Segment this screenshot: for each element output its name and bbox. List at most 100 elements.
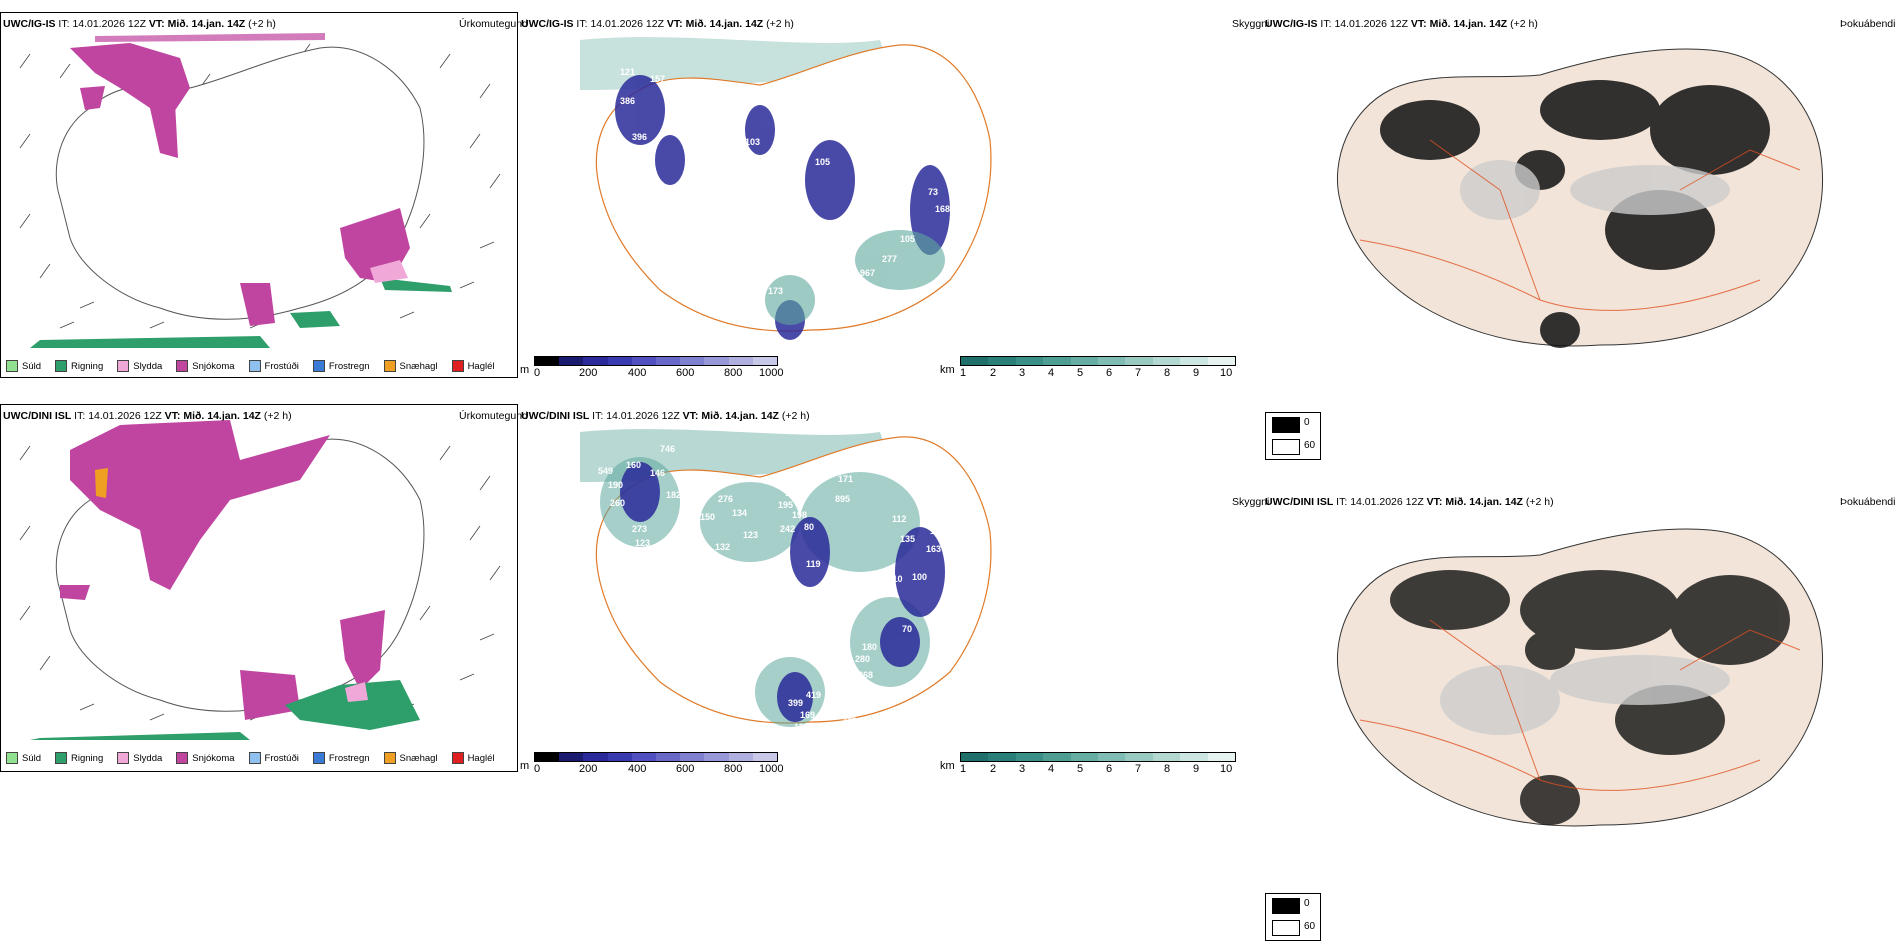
vis-value: 277: [882, 254, 897, 264]
roads: [1359, 139, 1801, 311]
fog-key-top: 0 60: [1265, 412, 1321, 460]
vis-value: 150: [700, 512, 715, 522]
visibility-header-top: UWC/IG-IS IT: 14.01.2026 12Z VT: Mið. 14…: [521, 18, 794, 30]
visibility-km-colorbar-top: km 1 2 3 4 5 6 7 8 9 10: [940, 356, 1236, 380]
fog-header-bottom: UWC/DINI ISL IT: 14.01.2026 12Z VT: Mið.…: [1265, 496, 1554, 508]
legend-swatch: [117, 360, 130, 372]
vis-value: 260: [610, 498, 625, 508]
vis-value: 182: [666, 490, 681, 500]
wind-barbs: [19, 43, 501, 329]
vis-value: 102: [648, 182, 663, 192]
m-colorbar-cells: [534, 356, 778, 366]
km-colorbar-cells: [960, 752, 1236, 762]
vis-value: 168: [668, 98, 683, 108]
vis-value: 746: [660, 444, 675, 454]
vt-value: Mið. 14.jan. 14Z: [167, 18, 246, 30]
low-visibility-areas: [620, 462, 945, 722]
vis-value: 100: [912, 572, 927, 582]
m-unit: m: [520, 364, 530, 376]
vis-value: 109: [785, 488, 800, 498]
visibility-title: Skyggni: [1232, 18, 1270, 30]
vis-value: 105: [815, 157, 830, 167]
vis-value: 103: [745, 137, 760, 147]
fog-title: Þokuábendi: [1840, 18, 1896, 30]
km-unit: km: [940, 364, 955, 376]
m-ticks: 0 200 400 600 800 1000: [534, 763, 784, 775]
legend-item: Frostregn: [312, 752, 370, 764]
it-label: IT:: [58, 18, 70, 30]
vis-value: 190: [608, 480, 623, 490]
vis-value: 115: [730, 117, 745, 127]
vis-value: 146: [650, 468, 665, 478]
vis-value: 230: [822, 624, 837, 634]
vis-value: 242: [780, 524, 795, 534]
rain-areas: [30, 680, 420, 740]
vis-value: 109: [774, 596, 789, 606]
legend-swatch: [383, 752, 396, 764]
visibility-title: Skyggni: [1232, 496, 1270, 508]
snow-areas: [60, 420, 385, 720]
model-name: UWC/IG-IS: [3, 18, 56, 30]
fog-key-white: [1272, 920, 1300, 936]
vis-value: 74: [845, 274, 855, 284]
vis-value: 195: [778, 500, 793, 510]
legend-swatch: [176, 360, 189, 372]
legend-swatch: [248, 752, 261, 764]
fog-map-bottom: [1336, 528, 1823, 827]
vis-value: 191: [825, 638, 840, 648]
vis-value: 895: [835, 494, 850, 504]
vt-label: VT:: [148, 18, 165, 30]
precip-map-top: [19, 33, 501, 348]
vis-value: 419: [806, 690, 821, 700]
visibility-map-top: 121 157 159 386 168 396 118 102 220 115 …: [580, 37, 992, 340]
legend-swatch: [248, 360, 261, 372]
legend-swatch: [6, 752, 18, 764]
vis-value: 108: [930, 526, 945, 536]
snow-pellet-area: [95, 468, 108, 498]
vis-value: 86: [905, 170, 915, 180]
vis-value: 134: [732, 508, 747, 518]
legend-item: Snjókoma: [176, 752, 235, 764]
legend-swatch: [383, 360, 396, 372]
it-value: 14.01.2026 12Z: [72, 18, 146, 30]
legend-swatch: [312, 360, 325, 372]
m-unit: m: [520, 760, 530, 772]
legend-swatch: [6, 360, 18, 372]
precip-type-title: Úrkomutegund: [459, 18, 528, 30]
legend-item: Súld: [6, 752, 41, 764]
legend-item: Frostúði: [248, 360, 299, 372]
vis-value: 173: [768, 286, 783, 296]
fog-key-black: [1272, 898, 1300, 914]
vis-value: 118: [770, 180, 785, 190]
vis-value: 160: [626, 460, 641, 470]
legend-item: Snjókoma: [176, 360, 235, 372]
fog-key-white: [1272, 439, 1300, 455]
km-colorbar-cells: [960, 356, 1236, 366]
vis-value: 220: [720, 100, 735, 110]
legend-item: Snæhagl: [383, 752, 438, 764]
rain-areas: [30, 278, 452, 348]
vis-value: 171: [838, 474, 853, 484]
legend-item: Súld: [6, 360, 41, 372]
precip-type-title: Úrkomutegund: [459, 410, 528, 422]
vis-value: 119: [806, 559, 821, 569]
visibility-m-colorbar-top: m 0 200 400 600 800 1000: [520, 356, 783, 380]
vis-value: 967: [860, 268, 875, 278]
vis-value: 110: [794, 722, 809, 732]
legend-item: Frostúði: [248, 752, 299, 764]
vis-value: 157: [650, 74, 665, 84]
vis-value: 396: [632, 132, 647, 142]
precip-legend-bottom: Súld Rigning Slydda Snjókoma Frostúði Fr…: [6, 752, 509, 764]
km-unit: km: [940, 760, 955, 772]
panel-header-top: UWC/IG-IS IT: 14.01.2026 12Z VT: Mið. 14…: [3, 18, 276, 30]
legend-swatch: [451, 752, 464, 764]
reduced-visibility-areas: [765, 230, 945, 325]
legend-swatch: [176, 752, 189, 764]
legend-item: Haglél: [451, 360, 495, 372]
km-ticks: 1 2 3 4 5 6 7 8 9 10: [960, 763, 1233, 775]
vis-value: 118: [636, 147, 651, 157]
vis-value: 399: [788, 698, 803, 708]
legend-swatch: [312, 752, 325, 764]
vis-value: 123: [635, 538, 650, 548]
m-colorbar-cells: [534, 752, 778, 762]
